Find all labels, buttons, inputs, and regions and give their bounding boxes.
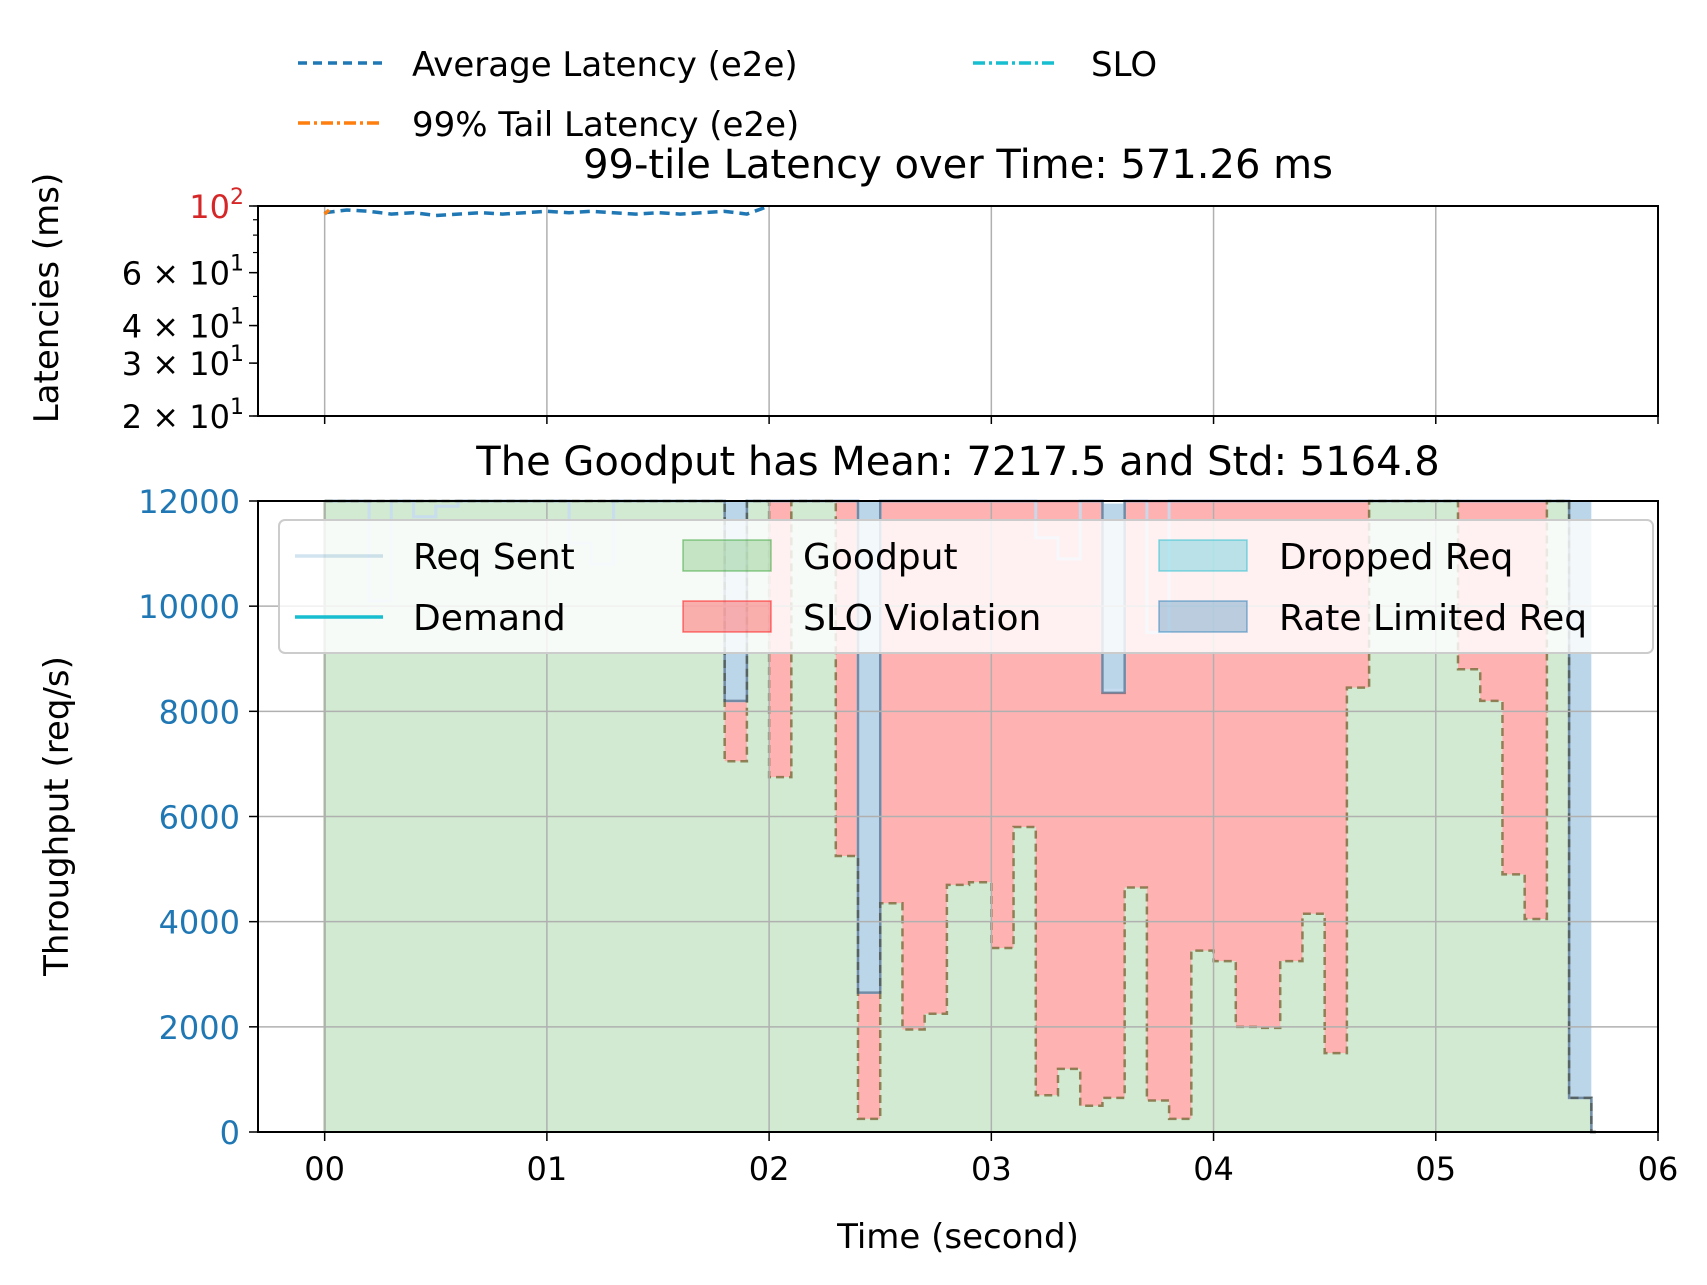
latency-chart-title: 99-tile Latency over Time: 571.26 ms (583, 142, 1333, 188)
avg-latency-line (324, 204, 770, 218)
latency-plot-area (323, 204, 770, 218)
throughput-chart-title: The Goodput has Mean: 7217.5 and Std: 51… (475, 439, 1439, 485)
legend-goodput-label: Goodput (803, 537, 958, 578)
p99-latency-line (323, 208, 331, 216)
throughput-x-tick-label: 06 (1638, 1150, 1679, 1188)
legend-p99-latency-label: 99% Tail Latency (e2e) (412, 105, 799, 145)
goodput-area (324, 501, 1596, 1132)
throughput-y-tick-label: 8000 (159, 693, 240, 731)
throughput-y-tick-label: 12000 (138, 483, 240, 521)
throughput-x-tick-label: 01 (527, 1150, 568, 1188)
latency-y-axis-label: Latencies (ms) (27, 173, 67, 424)
latency-x-ticks (323, 416, 1659, 424)
throughput-y-tick-label: 6000 (159, 799, 240, 837)
legend-slo-label: SLO (1091, 45, 1157, 85)
throughput-y-axis-label: Throughput (req/s) (37, 656, 77, 977)
throughput-legend: Req Sent Goodput Dropped Req Demand SLO … (278, 519, 1654, 654)
throughput-y-ticks: 0 2000 4000 6000 8000 10000 12000 (138, 483, 258, 1152)
legend-dropped-req-swatch (1158, 539, 1248, 572)
legend-box (278, 519, 1654, 654)
legend-rate-limited-req-label: Rate Limited Req (1279, 598, 1587, 639)
throughput-y-tick-label: 10000 (138, 588, 240, 626)
throughput-y-tick-label: 4000 (159, 904, 240, 942)
latency-y-tick-label: 2 × 101 (122, 395, 244, 436)
legend-demand-label: Demand (413, 598, 566, 639)
throughput-y-tick-label: 0 (220, 1114, 240, 1152)
legend-slo-violation-swatch (682, 600, 772, 633)
latency-y-tick-label: 102 (189, 185, 244, 226)
latency-axes-frame (257, 205, 1659, 417)
throughput-x-tick-label: 05 (1415, 1150, 1456, 1188)
throughput-x-ticks: 00 01 02 03 04 05 06 (304, 1132, 1678, 1188)
latency-grid (323, 206, 1437, 416)
throughput-x-tick-label: 02 (749, 1150, 790, 1188)
legend-dropped-req-label: Dropped Req (1279, 537, 1513, 578)
legend-slo-violation-label: SLO Violation (803, 598, 1041, 639)
legend-req-sent-label: Req Sent (413, 537, 575, 578)
throughput-x-axis-label: Time (second) (836, 1217, 1079, 1257)
legend-rate-limited-req-swatch (1158, 600, 1248, 633)
latency-y-tick-label: 4 × 101 (122, 305, 244, 346)
latency-y-tick-label: 3 × 101 (122, 342, 244, 383)
throughput-x-tick-label: 03 (971, 1150, 1012, 1188)
throughput-x-tick-label: 00 (304, 1150, 345, 1188)
legend-avg-latency-label: Average Latency (e2e) (412, 45, 798, 85)
latency-legend: Average Latency (e2e) SLO 99% Tail Laten… (298, 45, 1157, 145)
latency-y-tick-label: 6 × 101 (122, 252, 244, 293)
legend-goodput-swatch (682, 539, 772, 572)
throughput-y-tick-label: 2000 (159, 1009, 240, 1047)
throughput-x-tick-label: 04 (1193, 1150, 1234, 1188)
